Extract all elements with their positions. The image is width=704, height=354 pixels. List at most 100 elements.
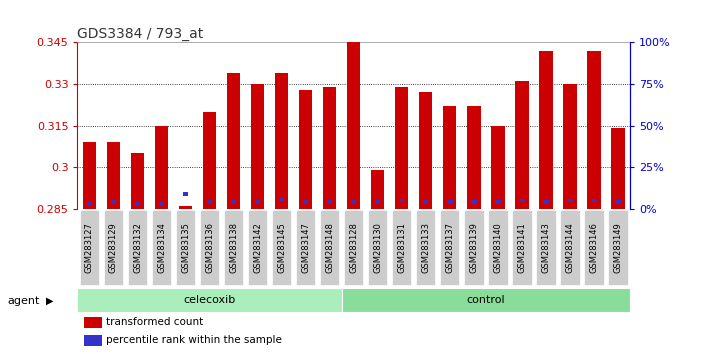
Text: GSM283144: GSM283144 [565, 222, 574, 273]
Text: GSM283147: GSM283147 [301, 222, 310, 273]
Bar [183, 192, 188, 195]
Bar [231, 200, 237, 204]
Text: GSM283146: GSM283146 [589, 222, 598, 273]
Bar [491, 126, 505, 209]
Text: GSM283139: GSM283139 [470, 222, 479, 273]
FancyBboxPatch shape [344, 210, 363, 285]
FancyBboxPatch shape [77, 288, 341, 313]
FancyBboxPatch shape [341, 288, 630, 313]
FancyBboxPatch shape [392, 210, 411, 285]
FancyBboxPatch shape [248, 210, 268, 285]
Bar [255, 200, 260, 204]
Bar [111, 200, 116, 204]
Bar [423, 200, 429, 204]
Bar [347, 40, 360, 209]
Bar [87, 202, 92, 206]
Bar [131, 153, 144, 209]
Text: GSM283132: GSM283132 [133, 222, 142, 273]
Text: GSM283135: GSM283135 [181, 222, 190, 273]
Bar [467, 106, 481, 209]
FancyBboxPatch shape [368, 210, 387, 285]
Text: GSM283142: GSM283142 [253, 222, 262, 273]
Bar [159, 202, 164, 206]
Bar [84, 335, 102, 346]
FancyBboxPatch shape [608, 210, 628, 285]
Text: GSM283134: GSM283134 [157, 222, 166, 273]
Bar [227, 73, 240, 209]
Bar [587, 51, 601, 209]
Bar [615, 200, 621, 204]
Bar [471, 200, 477, 204]
Text: GSM283129: GSM283129 [109, 222, 118, 273]
FancyBboxPatch shape [296, 210, 315, 285]
FancyBboxPatch shape [152, 210, 171, 285]
Text: GSM283141: GSM283141 [517, 222, 527, 273]
Bar [327, 200, 332, 204]
FancyBboxPatch shape [440, 210, 460, 285]
Bar [444, 106, 456, 209]
Bar [207, 200, 212, 204]
Text: GSM283136: GSM283136 [205, 222, 214, 273]
Text: GSM283131: GSM283131 [397, 222, 406, 273]
Bar [496, 200, 501, 204]
Bar [539, 51, 553, 209]
Bar [275, 73, 288, 209]
Bar [515, 81, 529, 209]
Bar [299, 90, 313, 209]
Bar [399, 199, 405, 202]
Text: GSM283127: GSM283127 [85, 222, 94, 273]
Text: ▶: ▶ [46, 296, 54, 306]
Bar [179, 206, 192, 209]
Text: transformed count: transformed count [106, 317, 203, 327]
Bar [303, 200, 308, 204]
FancyBboxPatch shape [320, 210, 339, 285]
Bar [203, 112, 216, 209]
FancyBboxPatch shape [513, 210, 532, 285]
FancyBboxPatch shape [416, 210, 436, 285]
Bar [371, 170, 384, 209]
FancyBboxPatch shape [536, 210, 555, 285]
FancyBboxPatch shape [80, 210, 99, 285]
Bar [251, 84, 264, 209]
Bar [520, 199, 524, 202]
Text: GDS3384 / 793_at: GDS3384 / 793_at [77, 28, 203, 41]
Bar [543, 200, 548, 204]
Bar [107, 142, 120, 209]
FancyBboxPatch shape [200, 210, 219, 285]
Bar [155, 126, 168, 209]
FancyBboxPatch shape [560, 210, 579, 285]
Bar [420, 92, 432, 209]
Text: GSM283128: GSM283128 [349, 222, 358, 273]
Bar [563, 84, 577, 209]
Text: agent: agent [7, 296, 39, 306]
Text: GSM283149: GSM283149 [614, 222, 622, 273]
FancyBboxPatch shape [489, 210, 508, 285]
Text: GSM283130: GSM283130 [373, 222, 382, 273]
FancyBboxPatch shape [465, 210, 484, 285]
Bar [135, 202, 140, 206]
Text: GSM283148: GSM283148 [325, 222, 334, 273]
FancyBboxPatch shape [128, 210, 147, 285]
FancyBboxPatch shape [104, 210, 123, 285]
FancyBboxPatch shape [584, 210, 603, 285]
Bar [84, 317, 102, 328]
Bar [279, 197, 284, 201]
Bar [395, 87, 408, 209]
Bar [591, 199, 597, 202]
Bar [375, 200, 380, 204]
Bar [612, 129, 624, 209]
Text: GSM283138: GSM283138 [229, 222, 238, 273]
Bar [447, 200, 453, 204]
Text: GSM283140: GSM283140 [494, 222, 503, 273]
Bar [351, 200, 356, 204]
Bar [83, 142, 96, 209]
Text: GSM283137: GSM283137 [446, 222, 454, 273]
Text: percentile rank within the sample: percentile rank within the sample [106, 335, 282, 346]
FancyBboxPatch shape [272, 210, 291, 285]
Bar [567, 199, 572, 202]
Text: celecoxib: celecoxib [184, 295, 236, 305]
FancyBboxPatch shape [224, 210, 244, 285]
Bar [323, 87, 337, 209]
FancyBboxPatch shape [176, 210, 195, 285]
Text: control: control [467, 295, 505, 305]
